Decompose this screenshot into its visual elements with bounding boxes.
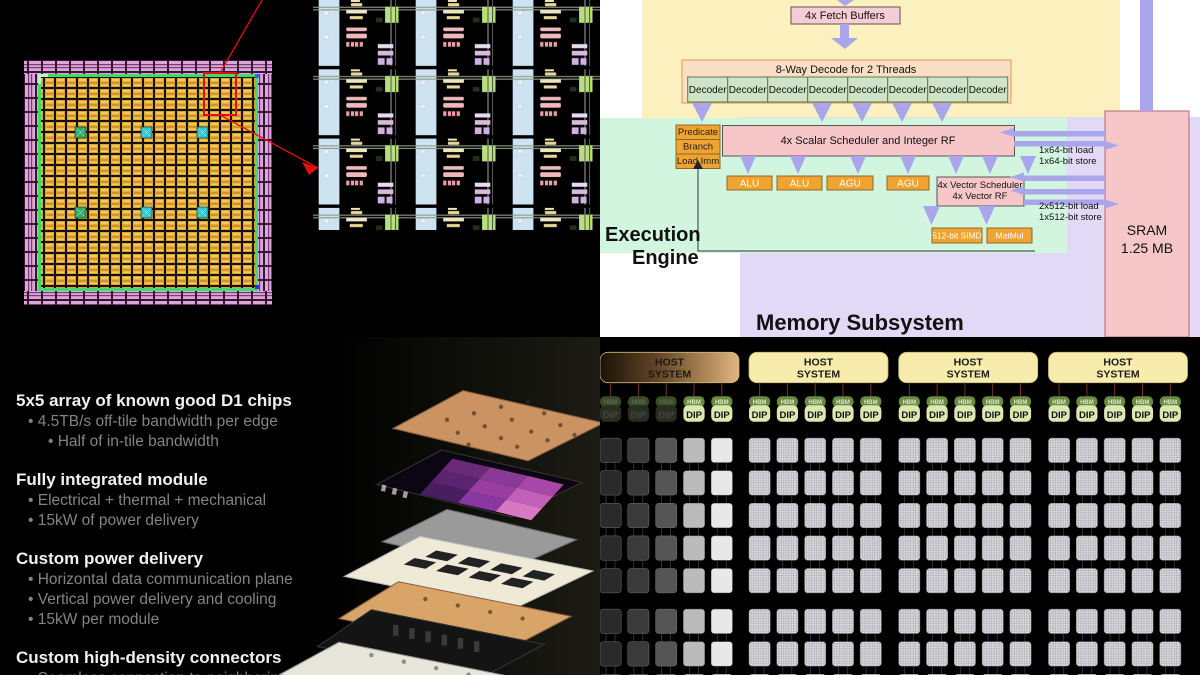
svg-text:Decoder: Decoder <box>809 85 847 96</box>
svg-text:• Half of in-tile bandwidth: • Half of in-tile bandwidth <box>48 433 219 450</box>
svg-text:AGU: AGU <box>897 179 919 190</box>
svg-text:Decoder: Decoder <box>689 85 727 96</box>
svg-text:DIP: DIP <box>1162 410 1179 421</box>
svg-text:• 4.5TB/s off-tile bandwidth: • 4.5TB/s off-tile bandwidth per edge <box>28 413 278 430</box>
svg-text:Decoder: Decoder <box>969 85 1007 96</box>
svg-text:DIP: DIP <box>929 410 946 421</box>
svg-text:HOST: HOST <box>954 356 984 368</box>
svg-text:DIP: DIP <box>1051 410 1068 421</box>
svg-text:Execution: Execution <box>605 224 701 246</box>
svg-text:SRAM: SRAM <box>1127 222 1167 238</box>
svg-text:4x Fetch Buffers: 4x Fetch Buffers <box>805 10 885 22</box>
svg-text:5x5 array of known good D1 chi: 5x5 array of known good D1 chips <box>16 391 292 410</box>
svg-text:2x512-bit load: 2x512-bit load <box>1039 201 1099 212</box>
svg-text:DIP: DIP <box>630 410 647 421</box>
svg-text:1x64-bit load: 1x64-bit load <box>1039 145 1093 156</box>
svg-text:8-Way Decode for 2 Threads: 8-Way Decode for 2 Threads <box>776 64 917 76</box>
svg-text:• Vertical power delivery and: • Vertical power delivery and cooling <box>28 591 276 608</box>
svg-text:1x64-bit store: 1x64-bit store <box>1039 156 1097 167</box>
svg-text:DIP: DIP <box>779 410 796 421</box>
svg-text:DIP: DIP <box>752 410 769 421</box>
svg-text:DIP: DIP <box>1107 410 1124 421</box>
svg-text:4x Vector Scheduler: 4x Vector Scheduler <box>937 180 1022 191</box>
svg-text:DIP: DIP <box>603 410 620 421</box>
svg-text:SYSTEM: SYSTEM <box>648 368 691 380</box>
svg-text:Decoder: Decoder <box>769 85 807 96</box>
svg-text:Fully integrated module: Fully integrated module <box>16 470 208 489</box>
svg-text:ALU: ALU <box>790 179 809 190</box>
svg-text:DIP: DIP <box>714 410 731 421</box>
svg-text:Branch: Branch <box>683 142 713 153</box>
svg-text:512-bit SIMD: 512-bit SIMD <box>932 231 982 241</box>
svg-text:DIP: DIP <box>686 410 703 421</box>
svg-text:DIP: DIP <box>863 410 880 421</box>
svg-text:DIP: DIP <box>1013 410 1030 421</box>
svg-text:DIP: DIP <box>985 410 1002 421</box>
svg-text:SYSTEM: SYSTEM <box>797 368 840 380</box>
svg-text:• 15kW of power delivery: • 15kW of power delivery <box>28 512 199 529</box>
svg-text:Engine: Engine <box>632 247 699 269</box>
svg-text:Custom power delivery: Custom power delivery <box>16 549 204 568</box>
svg-text:SYSTEM: SYSTEM <box>947 368 990 380</box>
svg-text:Memory Subsystem: Memory Subsystem <box>756 310 964 335</box>
svg-text:Decoder: Decoder <box>729 85 767 96</box>
svg-text:Predicate: Predicate <box>678 127 718 138</box>
svg-text:4x Scalar Scheduler and Intege: 4x Scalar Scheduler and Integer RF <box>781 135 956 147</box>
svg-text:1x512-bit store: 1x512-bit store <box>1039 212 1102 223</box>
svg-text:DIP: DIP <box>957 410 974 421</box>
svg-text:HOST: HOST <box>804 356 834 368</box>
svg-text:DIP: DIP <box>1135 410 1152 421</box>
svg-text:HOST: HOST <box>1103 356 1133 368</box>
svg-text:DIP: DIP <box>901 410 918 421</box>
svg-text:SYSTEM: SYSTEM <box>1096 368 1139 380</box>
svg-text:DIP: DIP <box>807 410 824 421</box>
svg-text:HOST: HOST <box>655 356 685 368</box>
svg-text:Custom high-density connectors: Custom high-density connectors <box>16 648 281 667</box>
svg-text:Decoder: Decoder <box>929 85 967 96</box>
svg-text:• Electrical + thermal + mech: • Electrical + thermal + mechanical <box>28 492 266 509</box>
svg-text:MatMul: MatMul <box>996 231 1024 241</box>
svg-text:Decoder: Decoder <box>849 85 887 96</box>
svg-text:1.25 MB: 1.25 MB <box>1121 240 1173 256</box>
svg-text:DIP: DIP <box>835 410 852 421</box>
svg-text:• 15kW per module: • 15kW per module <box>28 611 159 628</box>
svg-text:• Horizontal data communicati: • Horizontal data communication plane <box>28 571 293 588</box>
svg-text:AGU: AGU <box>839 179 861 190</box>
svg-text:Decoder: Decoder <box>889 85 927 96</box>
svg-text:4x Vector RF: 4x Vector RF <box>953 191 1008 202</box>
svg-text:DIP: DIP <box>658 410 675 421</box>
svg-text:ALU: ALU <box>740 179 759 190</box>
svg-text:DIP: DIP <box>1079 410 1096 421</box>
